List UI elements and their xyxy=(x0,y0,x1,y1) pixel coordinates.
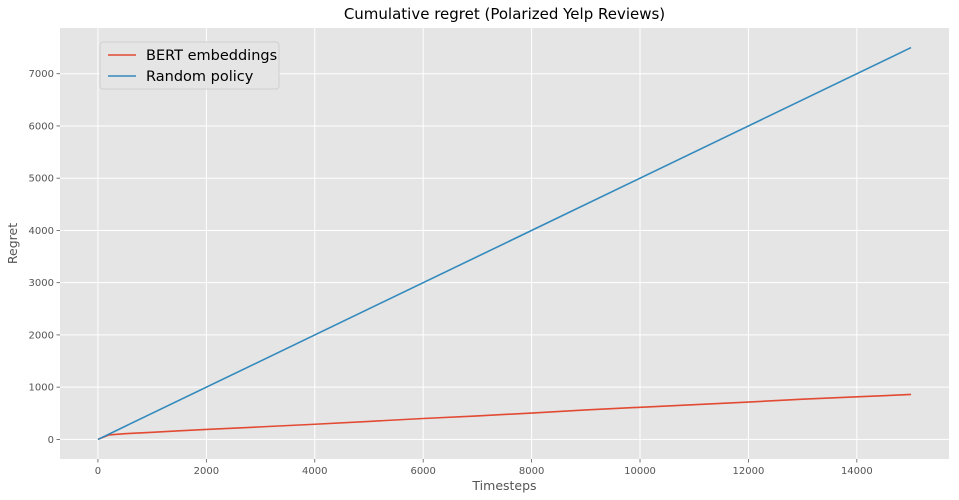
x-tick-label: 8000 xyxy=(519,466,544,477)
y-tick-label: 4000 xyxy=(29,226,54,237)
y-tick-label: 7000 xyxy=(29,69,54,80)
legend-box xyxy=(99,41,280,90)
y-tick-label: 3000 xyxy=(29,278,54,289)
legend-label-random-policy: Random policy xyxy=(146,69,254,85)
y-tick-label: 2000 xyxy=(29,330,54,341)
y-tick-label: 6000 xyxy=(29,121,54,132)
chart-title: Cumulative regret (Polarized Yelp Review… xyxy=(344,5,665,23)
x-axis-title: Timesteps xyxy=(471,478,536,493)
x-tick-label: 4000 xyxy=(302,466,327,477)
x-tick-label: 6000 xyxy=(410,466,435,477)
legend-label-bert-embeddings: BERT embeddings xyxy=(146,48,277,64)
x-tick-label: 2000 xyxy=(194,466,219,477)
legend: BERT embeddings Random policy xyxy=(99,41,280,90)
y-tick-label: 1000 xyxy=(29,383,54,394)
x-tick-label: 12000 xyxy=(733,466,765,477)
y-tick-label: 5000 xyxy=(29,174,54,185)
series-line-random-policy xyxy=(97,46,912,441)
grid xyxy=(60,28,949,459)
x-tick-label: 14000 xyxy=(841,466,873,477)
x-axis-ticks: 0 2000 4000 6000 8000 10000 12000 14000 xyxy=(95,459,873,477)
x-tick-label: 10000 xyxy=(624,466,656,477)
series-line-bert-embeddings xyxy=(97,393,912,441)
y-tick-label: 0 xyxy=(48,435,54,446)
y-axis-ticks: 0 1000 2000 3000 4000 5000 6000 7000 xyxy=(29,69,60,446)
series-layer xyxy=(97,46,912,441)
y-axis-title: Regret xyxy=(5,223,20,264)
x-tick-label: 0 xyxy=(95,466,101,477)
